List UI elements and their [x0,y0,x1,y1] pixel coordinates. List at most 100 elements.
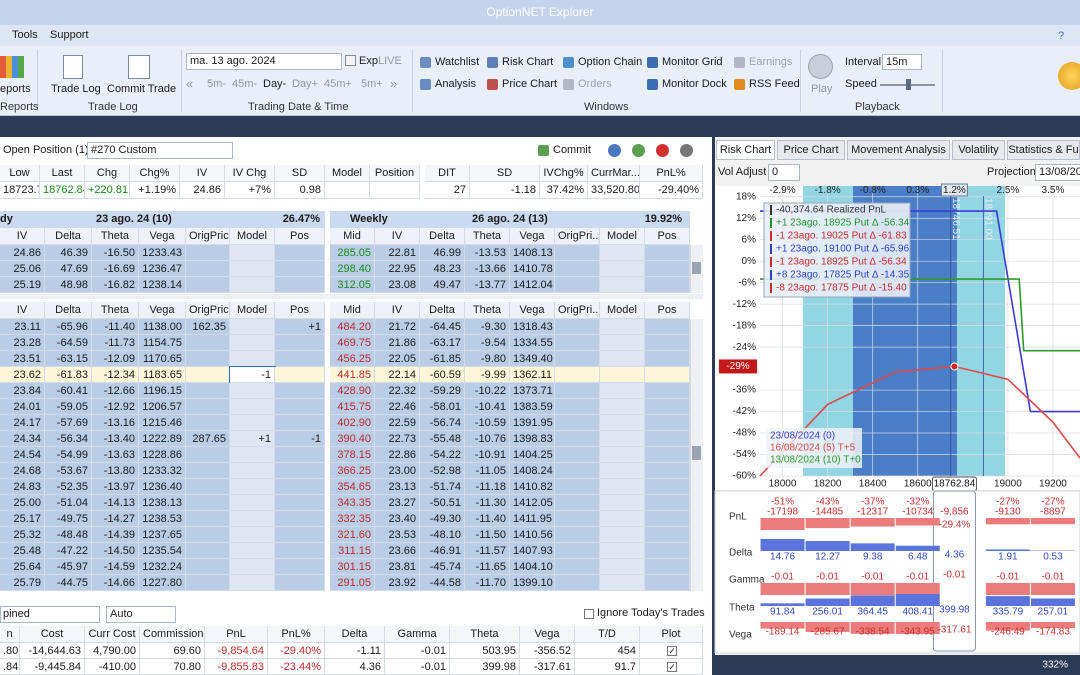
option-cell [600,431,645,447]
window-icon [563,79,574,90]
combo[interactable]: Auto [106,606,176,623]
option-cell [645,543,690,559]
combo[interactable]: pined [0,606,100,623]
toolbar-icon[interactable] [608,144,621,157]
option-cell: 23.81 [375,559,420,575]
option-cell [230,495,275,511]
window-button[interactable]: Monitor Grid [662,56,723,68]
option-cell: 311.15 [330,543,375,559]
option-cell [186,543,230,559]
option-cell: -57.69 [45,415,92,431]
position-cell: -9,445.84 [20,659,85,675]
window-button[interactable]: Watchlist [435,56,480,68]
window-button[interactable]: RSS Feed [749,78,800,90]
menu-item[interactable]: Tools [12,29,38,41]
summary-value: 18762.84 [40,182,85,199]
window-button[interactable]: Monitor Dock [662,78,727,90]
option-cell[interactable]: -1 [229,366,276,384]
option-cell [230,383,275,399]
toolbar-icon[interactable] [680,144,693,157]
step-button[interactable]: 5m+ [361,78,383,90]
window-icon [563,57,574,68]
ribbon-button[interactable]: eports [0,83,31,95]
window-button[interactable]: Earnings [749,56,793,68]
option-cell [230,319,275,335]
option-cell [600,319,645,335]
option-cell: 343.35 [330,495,375,511]
option-cell [275,543,325,559]
checkbox[interactable] [584,609,594,619]
option-cell: -60.59 [420,367,465,383]
option-cell: 21.72 [375,319,420,335]
window-button[interactable]: Price Chart [502,78,558,90]
scroll-thumb[interactable] [692,446,701,460]
option-cell [555,383,600,399]
option-cell: 1227.80 [139,575,186,591]
position-combo[interactable]: #270 Custom [87,142,233,159]
play-button[interactable]: Play [811,83,833,95]
menu-item[interactable]: Support [50,29,89,41]
option-cell: -44.58 [420,575,465,591]
option-cell: -9.30 [465,319,510,335]
column-header: Vega [520,626,575,643]
window-icon [487,57,498,68]
column-header: Plot [640,626,703,643]
option-cell: -52.35 [45,479,92,495]
option-cell: 23.27 [375,495,420,511]
interval-label: Interval [845,56,882,68]
step-button[interactable]: 45m- [232,78,258,90]
option-cell: 1399.10 [510,575,555,591]
splitter [0,294,703,299]
option-cell [645,399,690,415]
option-cell: -49.75 [45,511,92,527]
option-cell [555,559,600,575]
option-cell: 1222.89 [139,431,186,447]
option-cell: 321.60 [330,527,375,543]
step-button[interactable]: 5m- [207,78,226,90]
menu-bar [0,25,1080,46]
plot-checkbox[interactable]: ✓ [667,646,677,656]
option-cell: 1238.14 [139,277,186,293]
step-button[interactable]: Day- [263,78,287,90]
option-cell: 24.83 [0,479,45,495]
summary-value: 0.98 [275,182,325,199]
option-cell: 22.95 [375,261,420,277]
summary-value: -29.40% [640,182,703,199]
projection-input[interactable]: 13/08/20 [1035,164,1080,181]
option-cell: -16.50 [92,245,139,261]
window-button[interactable]: Risk Chart [502,56,554,68]
interval-combo[interactable]: 15m [882,54,922,70]
option-cell: -11.30 [465,495,510,511]
toolbar-icon[interactable] [656,144,669,157]
ribbon-button[interactable]: Trade Log [51,83,101,95]
commit-button[interactable]: Commit [553,144,591,156]
option-cell [600,261,645,277]
summary-value: +220.81 [85,182,130,199]
option-cell: -61.85 [420,351,465,367]
option-cell [645,415,690,431]
tab[interactable]: Statistics & Fu [1007,140,1080,160]
tab[interactable]: Volatility [952,140,1005,160]
scroll-thumb[interactable] [692,262,701,274]
column-header: Delta [45,228,92,245]
tab[interactable]: Price Chart [777,140,845,160]
tab[interactable]: Movement Analysis [847,140,950,160]
window-button[interactable]: Orders [578,78,612,90]
step-button[interactable]: 45m+ [324,78,352,90]
option-cell: -63.17 [420,335,465,351]
toolbar-icon[interactable] [632,144,645,157]
option-cell: -13.63 [92,447,139,463]
vol-input[interactable]: 0 [768,164,800,181]
window-button[interactable]: Analysis [435,78,476,90]
option-cell: 25.17 [0,511,45,527]
option-cell [230,543,275,559]
window-button[interactable]: Option Chain [578,56,643,68]
step-button[interactable]: Day+ [292,78,318,90]
date-input[interactable]: ma. 13 ago. 2024 [186,53,342,70]
plot-checkbox[interactable]: ✓ [667,662,677,672]
ribbon-button[interactable]: Commit Trade [107,83,177,95]
option-cell: -63.15 [45,351,92,367]
option-cell [186,351,230,367]
column-header: Cost [20,626,85,643]
tab[interactable]: Risk Chart [716,140,775,160]
